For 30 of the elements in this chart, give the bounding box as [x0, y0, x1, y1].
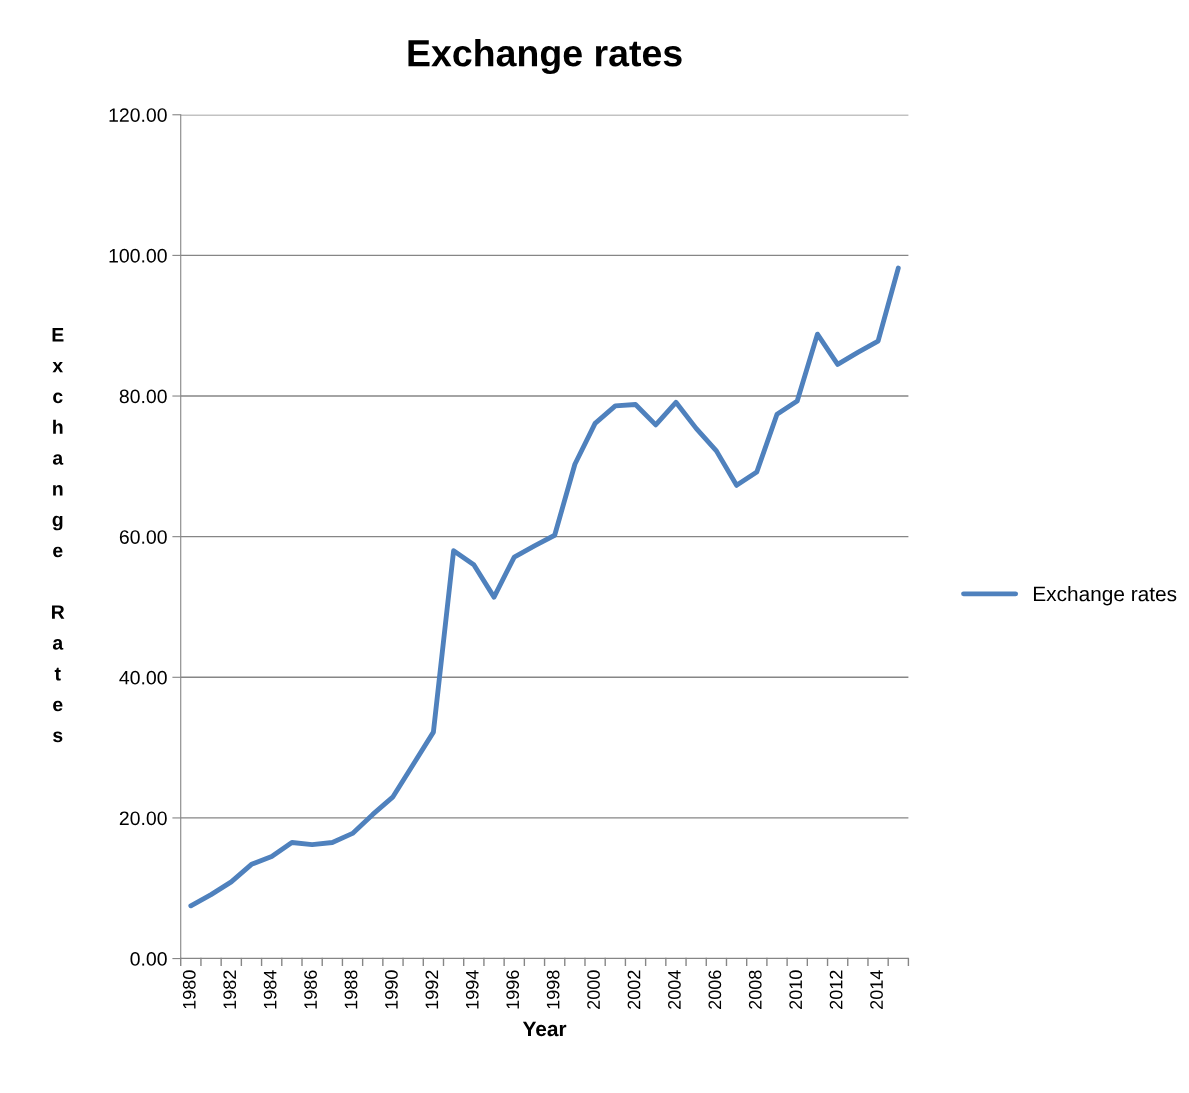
x-tick-label: 2004: [668, 970, 681, 1009]
x-tick-label: 1998: [546, 970, 560, 1009]
y-tick-label: 0.00: [130, 952, 167, 966]
y-tick-label: 80.00: [119, 389, 167, 404]
x-tick-label: 2006: [708, 970, 722, 1009]
x-tick-label: 2000: [587, 970, 600, 1009]
x-tick-label: 2014: [870, 970, 883, 1009]
x-axis-title: Year: [522, 1021, 567, 1037]
chart-title: Exchange rates: [408, 38, 682, 75]
x-tick-label: 1996: [506, 970, 520, 1009]
y-tick-label: 100.00: [109, 248, 167, 263]
y-tick-label: 60.00: [119, 530, 167, 544]
legend-label: Exchange rates: [1033, 586, 1177, 606]
x-tick-label: 1990: [385, 970, 398, 1009]
x-tick-label: 2008: [748, 970, 762, 1009]
y-tick-label: 20.00: [119, 811, 167, 826]
x-tick-label: 1982: [223, 970, 237, 1009]
x-tick-label: 1980: [182, 970, 196, 1009]
x-tick-label: 1988: [344, 970, 358, 1009]
x-tick-label: 2012: [829, 970, 843, 1009]
x-tick-label: 1986: [304, 970, 317, 1009]
line-series: [188, 265, 901, 909]
y-tick-label: 120.00: [109, 108, 167, 122]
x-tick-label: 1992: [425, 970, 439, 1009]
x-tick-label: 2002: [627, 970, 641, 1009]
x-tick-label: 2010: [789, 970, 803, 1009]
x-tick-label: 1984: [263, 970, 277, 1009]
x-tick-label: 1994: [465, 970, 479, 1009]
text: Exchange Rates: [52, 328, 65, 743]
y-tick-label: 40.00: [119, 670, 167, 685]
